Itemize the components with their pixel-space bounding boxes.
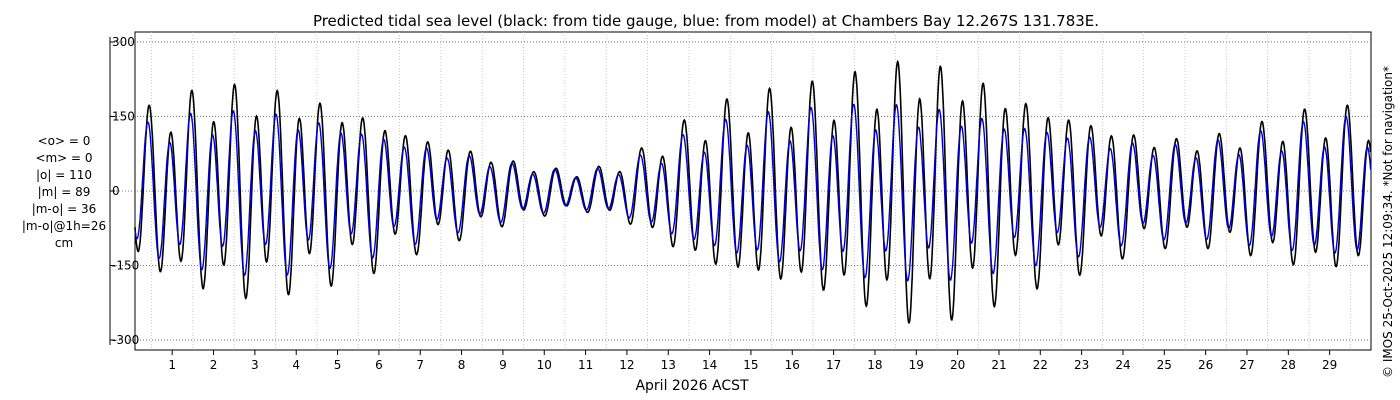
stats-box: <o> = 0 <m> = 0 |o| = 110 |m| = 89 |m-o|… xyxy=(22,134,106,250)
y-axis: -300 -150 0 150 300 xyxy=(109,35,139,347)
x-tick-label: 1 xyxy=(168,358,176,372)
x-tick-label: 24 xyxy=(1115,358,1130,372)
x-tick-label: 7 xyxy=(416,358,424,372)
y-tick-label: 0 xyxy=(112,184,120,198)
series-lines xyxy=(134,59,1372,324)
x-tick-label: 10 xyxy=(537,358,552,372)
y-tick-label: -300 xyxy=(112,333,139,347)
x-tick-label: 22 xyxy=(1033,358,1048,372)
x-tick-label: 27 xyxy=(1239,358,1254,372)
x-tick-label: 9 xyxy=(499,358,507,372)
x-tick-label: 20 xyxy=(950,358,965,372)
stat-unit: cm xyxy=(55,236,73,250)
x-tick-label: 15 xyxy=(743,358,758,372)
x-tick-label: 16 xyxy=(785,358,800,372)
x-tick-label: 6 xyxy=(375,358,383,372)
x-axis-label: April 2026 ACST xyxy=(635,378,749,394)
x-axis: 1 2 3 4 5 6 7 8 9 10 11 12 13 14 15 16 17 18 19 20 21 22 23 24 2… xyxy=(168,350,1337,372)
series-tide-gauge xyxy=(134,59,1372,324)
x-tick-label: 12 xyxy=(619,358,634,372)
x-tick-label: 29 xyxy=(1322,358,1337,372)
x-tick-label: 5 xyxy=(334,358,342,372)
x-tick-label: 28 xyxy=(1281,358,1296,372)
y-tick-label: -150 xyxy=(112,259,139,273)
x-tick-label: 8 xyxy=(458,358,466,372)
x-tick-label: 11 xyxy=(578,358,593,372)
y-tick-label: 150 xyxy=(112,109,135,123)
stat-abs-obs: |o| = 110 xyxy=(36,168,92,182)
x-tick-label: 17 xyxy=(826,358,841,372)
series-model xyxy=(134,103,1372,282)
stat-abs-diff-1h: |m-o|@1h=26 xyxy=(22,219,106,233)
stat-mean-obs: <o> = 0 xyxy=(38,134,91,148)
stat-abs-model: |m| = 89 xyxy=(38,185,91,199)
copyright-note: © IMOS 25-Oct-2025 12:09:34. *Not for na… xyxy=(1381,66,1395,378)
stat-mean-model: <m> = 0 xyxy=(35,151,92,165)
x-tick-label: 2 xyxy=(210,358,218,372)
x-tick-label: 14 xyxy=(702,358,717,372)
chart-title: Predicted tidal sea level (black: from t… xyxy=(313,12,1099,30)
x-tick-label: 23 xyxy=(1074,358,1089,372)
y-tick-label: 300 xyxy=(112,35,135,49)
x-tick-label: 19 xyxy=(909,358,924,372)
x-tick-label: 3 xyxy=(251,358,259,372)
x-tick-label: 25 xyxy=(1157,358,1172,372)
x-tick-label: 4 xyxy=(292,358,300,372)
x-tick-label: 13 xyxy=(661,358,676,372)
x-tick-label: 21 xyxy=(991,358,1006,372)
x-tick-label: 18 xyxy=(867,358,882,372)
x-tick-label: 26 xyxy=(1198,358,1213,372)
stat-abs-diff: |m-o| = 36 xyxy=(32,202,97,216)
